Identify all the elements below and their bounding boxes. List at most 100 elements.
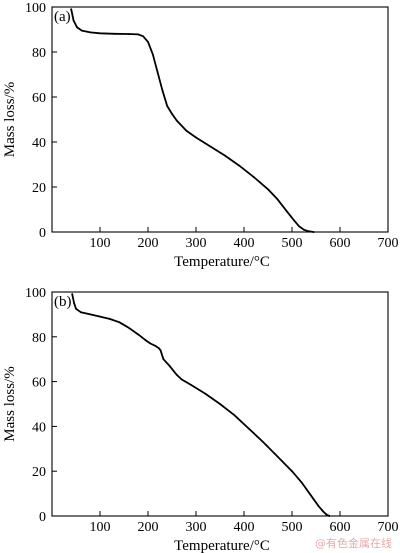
x-tick-label: 300 xyxy=(186,236,207,251)
data-point xyxy=(175,119,178,122)
data-point xyxy=(238,164,241,167)
data-point xyxy=(113,32,116,35)
panel-a: 100 200 300 400 500 600 700 0 20 40 60 80 100 Tempera… xyxy=(2,1,399,270)
panel-label: (b) xyxy=(54,294,72,310)
data-point xyxy=(312,231,315,233)
x-tick-label: 500 xyxy=(282,236,303,251)
data-point xyxy=(118,321,121,324)
data-point xyxy=(310,494,313,497)
data-point xyxy=(99,32,101,35)
panel-b: 100 200 300 400 500 600 700 0 20 40 60 80 100 Tempera… xyxy=(2,286,399,553)
data-point xyxy=(166,105,169,107)
x-tick-label: 400 xyxy=(234,520,255,535)
y-tick-label: 40 xyxy=(32,420,46,435)
data-point xyxy=(247,427,250,430)
data-point xyxy=(127,33,130,35)
data-point xyxy=(151,53,154,56)
y-tick-label: 20 xyxy=(32,181,46,196)
y-axis-label: Mass loss/% xyxy=(2,82,18,157)
data-point xyxy=(76,26,78,29)
watermark-text: @有色金属在线 xyxy=(315,537,392,550)
data-point xyxy=(75,307,77,310)
y-tick-label: 20 xyxy=(32,465,46,480)
data-point xyxy=(70,8,73,11)
y-tick-label: 100 xyxy=(25,1,46,16)
data-point xyxy=(108,318,111,320)
data-point xyxy=(89,31,92,34)
x-tick-label: 100 xyxy=(90,236,111,251)
data-point xyxy=(157,347,160,349)
x-tick-label: 100 xyxy=(90,520,111,535)
data-point xyxy=(175,374,178,376)
data-point xyxy=(73,302,75,305)
data-point xyxy=(137,333,140,336)
data-point xyxy=(154,344,157,347)
data-point xyxy=(262,441,265,443)
y-tick-label: 0 xyxy=(39,226,46,241)
x-tick-label: 500 xyxy=(282,520,303,535)
data-point xyxy=(89,313,92,316)
data-point xyxy=(267,188,269,191)
data-point xyxy=(80,29,83,32)
x-tick-label: 600 xyxy=(330,236,351,251)
data-point xyxy=(79,311,82,314)
data-point xyxy=(276,198,279,201)
data-point xyxy=(209,145,212,148)
x-tick-label: 700 xyxy=(378,520,399,535)
data-point xyxy=(144,339,147,342)
data-point xyxy=(325,513,328,516)
y-tick-label: 80 xyxy=(32,46,46,61)
data-point xyxy=(204,393,207,395)
data-point xyxy=(195,136,197,139)
data-point xyxy=(137,33,140,36)
data-point xyxy=(298,225,301,228)
data-point xyxy=(71,293,74,296)
y-tick-label: 80 xyxy=(32,331,46,346)
data-point xyxy=(127,326,130,329)
x-axis-label: Temperature/°C xyxy=(174,254,270,270)
y-tick-label: 60 xyxy=(32,91,46,106)
data-point xyxy=(185,129,188,132)
y-axis-label: Mass loss/% xyxy=(2,366,18,441)
data-point xyxy=(72,19,75,22)
data-point xyxy=(168,365,171,367)
data-point xyxy=(300,481,303,484)
data-point xyxy=(303,228,305,231)
data-point xyxy=(180,378,183,381)
panel-label: (a) xyxy=(54,9,71,25)
data-point xyxy=(307,230,310,233)
x-axis-label: Temperature/°C xyxy=(174,538,270,553)
y-tick-label: 0 xyxy=(39,510,46,525)
data-point xyxy=(233,414,236,417)
data-point xyxy=(162,358,165,361)
data-point xyxy=(276,455,279,458)
data-point xyxy=(149,342,152,345)
data-point xyxy=(291,470,293,473)
data-point xyxy=(142,35,145,38)
data-point xyxy=(156,71,159,74)
y-tick-label: 40 xyxy=(32,136,46,151)
y-tick-label: 100 xyxy=(25,286,46,301)
x-tick-label: 600 xyxy=(330,520,351,535)
data-point xyxy=(322,510,325,513)
data-point xyxy=(159,349,162,352)
plot-frame xyxy=(51,6,389,233)
plot-frame xyxy=(51,291,389,517)
y-tick-label: 60 xyxy=(32,376,46,391)
data-point xyxy=(161,89,164,92)
x-tick-label: 700 xyxy=(378,236,399,251)
data-point xyxy=(147,41,149,43)
data-point xyxy=(328,515,331,517)
data-point xyxy=(190,384,193,386)
data-point xyxy=(293,219,296,222)
x-tick-label: 200 xyxy=(138,520,159,535)
x-tick-label: 300 xyxy=(186,520,207,535)
data-point xyxy=(171,113,173,115)
data-point xyxy=(219,403,221,405)
data-point xyxy=(317,505,320,507)
data-point xyxy=(286,210,289,213)
data-point xyxy=(252,176,255,178)
data-point xyxy=(99,315,101,318)
mass-loss-curve xyxy=(71,293,331,517)
